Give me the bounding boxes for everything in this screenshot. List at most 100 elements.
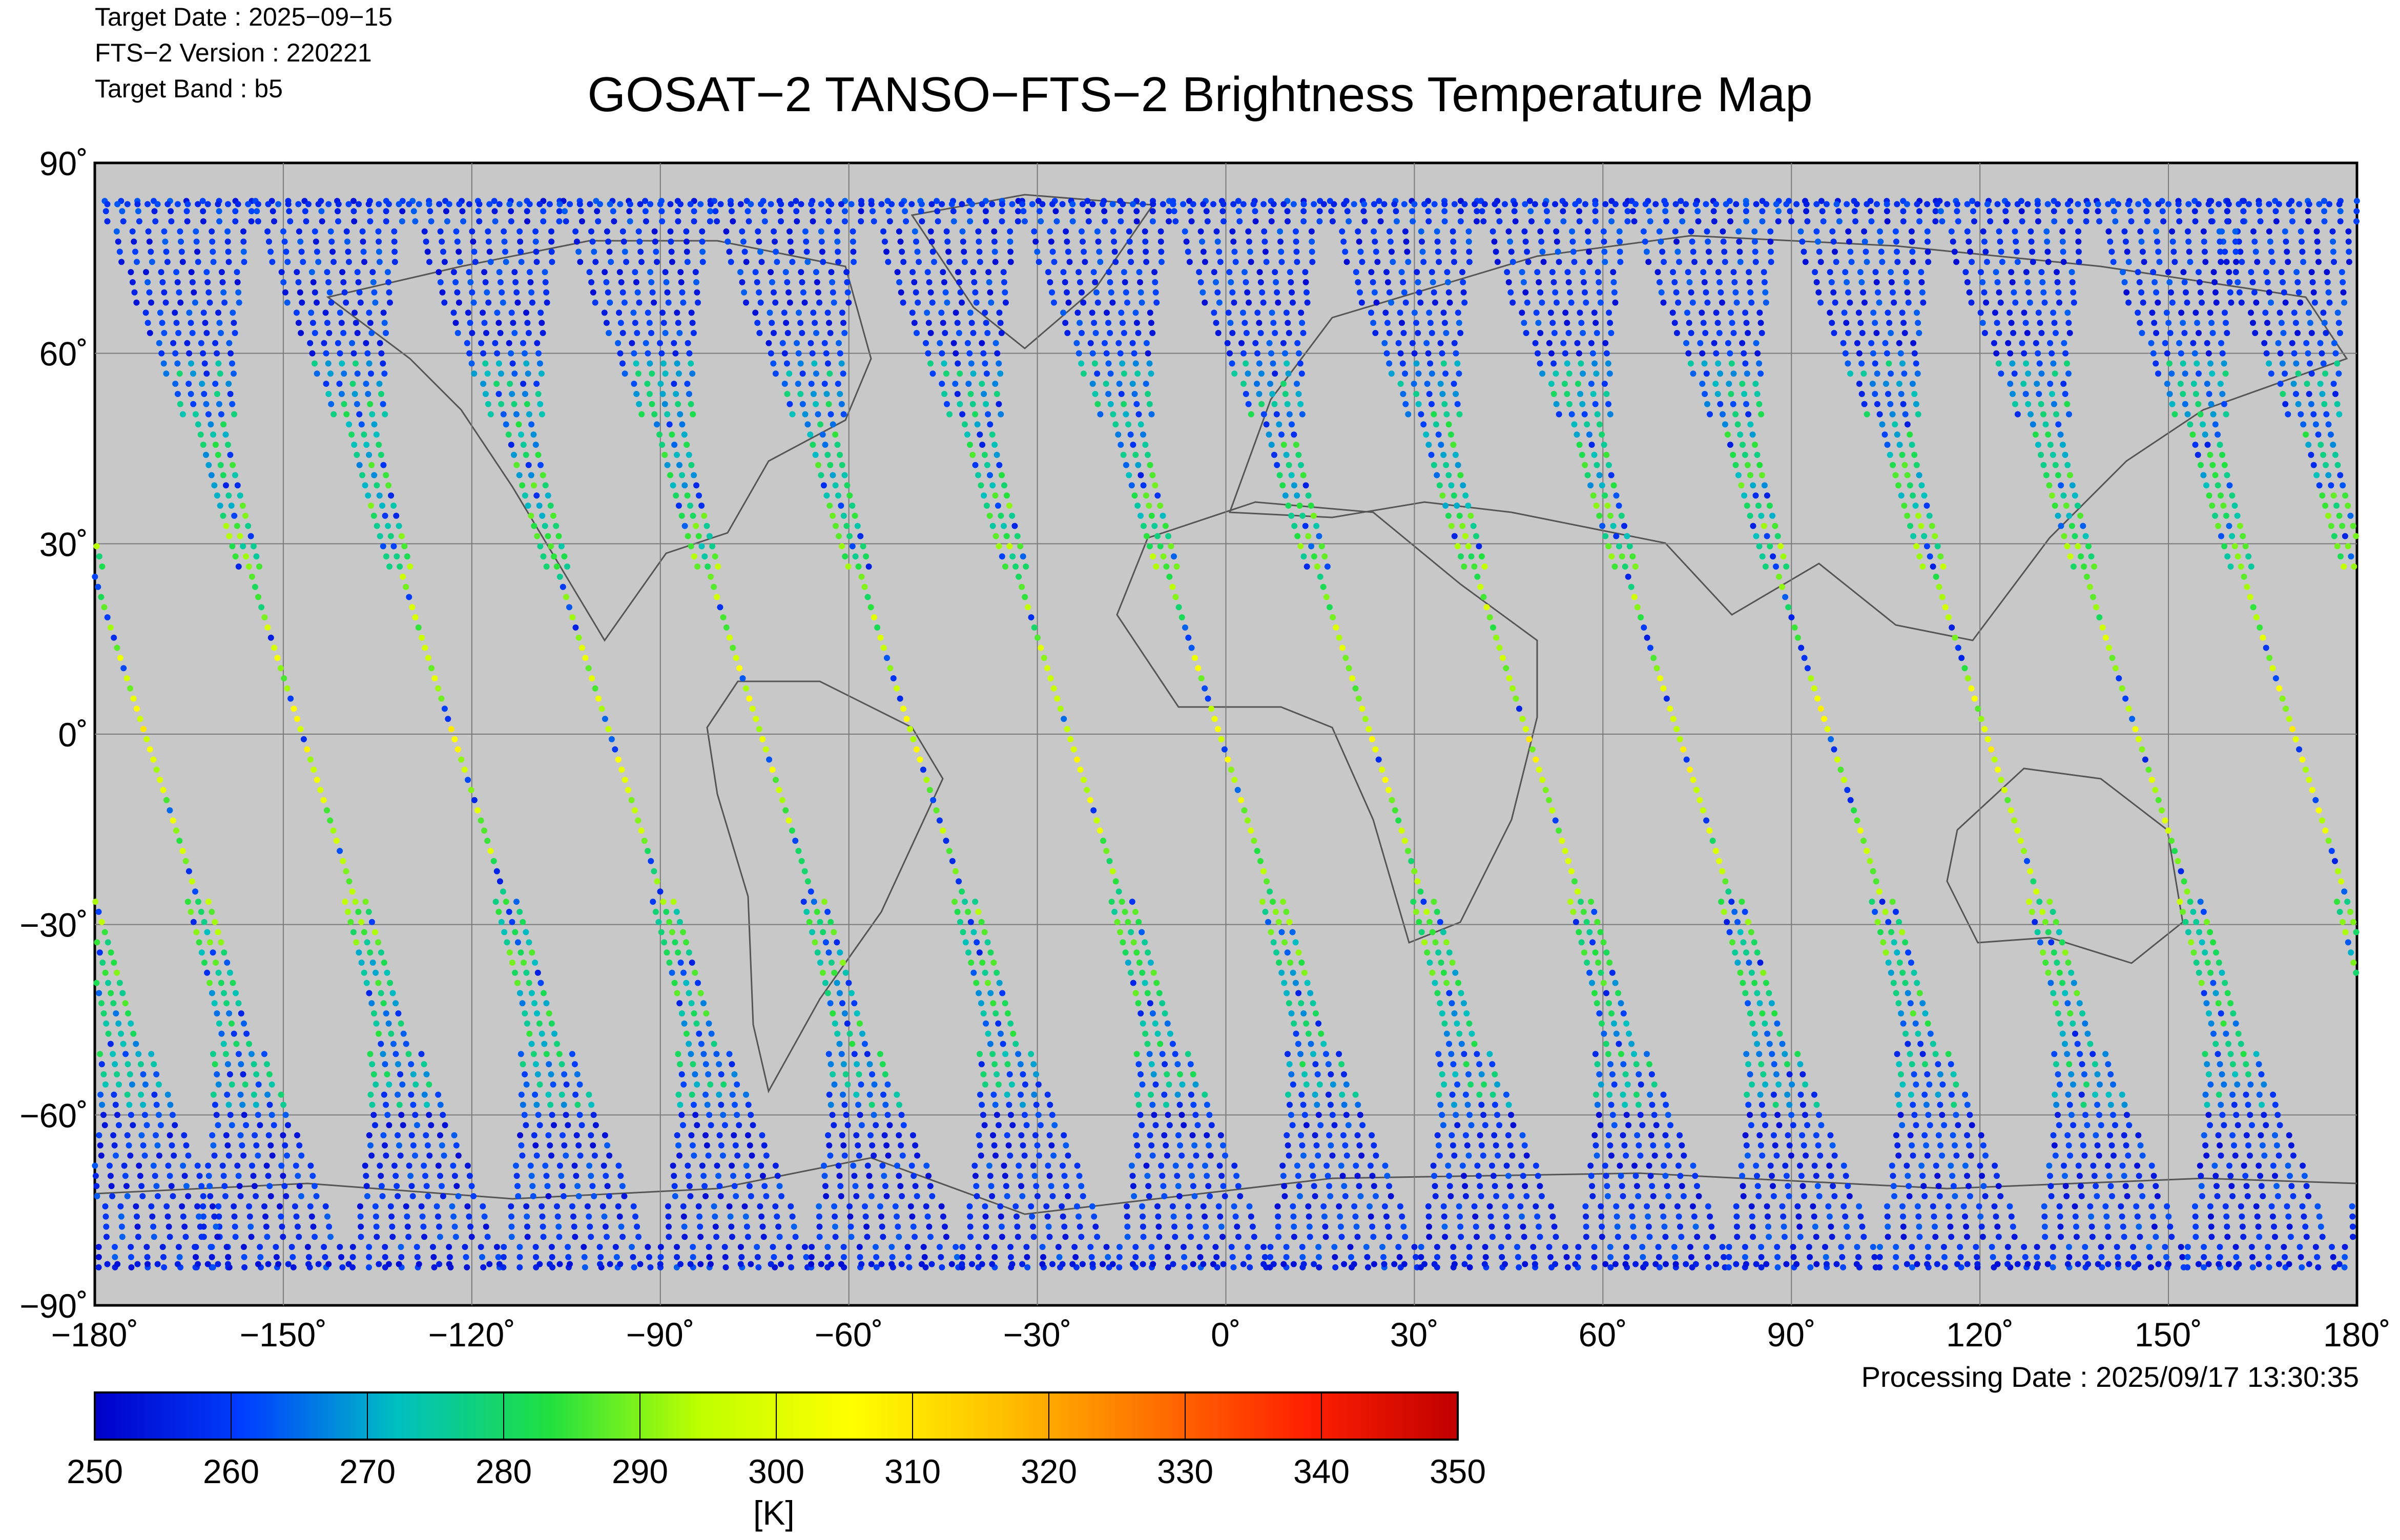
observation-point [1618, 512, 1625, 519]
observation-point [662, 370, 669, 377]
observation-point [218, 269, 225, 276]
observation-point [327, 817, 334, 824]
observation-point [355, 908, 362, 915]
observation-point [1661, 1162, 1667, 1169]
observation-point [405, 1234, 412, 1240]
observation-point [841, 218, 848, 224]
observation-point [466, 350, 473, 357]
observation-point [1325, 1061, 1332, 1068]
observation-point [158, 350, 165, 357]
observation-point [1272, 269, 1278, 276]
observation-point [460, 218, 467, 224]
observation-point [1182, 624, 1188, 631]
observation-point [1589, 980, 1596, 986]
observation-point [1811, 1162, 1818, 1169]
observation-point [1017, 543, 1024, 550]
observation-point [657, 888, 664, 895]
observation-point [743, 1162, 750, 1169]
observation-point [1122, 279, 1128, 285]
observation-point [1135, 462, 1142, 468]
observation-point [565, 1244, 571, 1250]
observation-point [967, 391, 974, 397]
observation-point [287, 695, 294, 702]
observation-point [1681, 1152, 1687, 1159]
observation-point [501, 228, 507, 235]
observation-point [1126, 228, 1132, 235]
observation-point [1785, 1183, 1791, 1190]
observation-point [1480, 1152, 1486, 1159]
observation-point [554, 1213, 561, 1220]
observation-point [1450, 1142, 1456, 1149]
observation-point [608, 736, 615, 742]
observation-point [999, 218, 1005, 224]
observation-point [1069, 218, 1076, 224]
observation-point [748, 1112, 754, 1118]
observation-point [1280, 340, 1287, 346]
observation-point [1355, 1101, 1361, 1108]
observation-point [1145, 949, 1151, 956]
observation-point [1431, 899, 1437, 905]
observation-point [1339, 1091, 1346, 1098]
observation-point [706, 533, 713, 539]
observation-point [1456, 1203, 1462, 1210]
observation-point [1227, 350, 1233, 357]
observation-point [1413, 360, 1420, 367]
observation-point [819, 431, 826, 438]
observation-point [1827, 1132, 1834, 1138]
observation-point [566, 604, 572, 611]
observation-point [686, 451, 692, 458]
observation-point [131, 238, 137, 245]
observation-point [1909, 1254, 1915, 1260]
observation-point [838, 360, 845, 367]
observation-point [1673, 726, 1680, 733]
observation-point [712, 1213, 718, 1220]
observation-point [369, 1061, 376, 1068]
observation-point [361, 259, 367, 265]
observation-point [2248, 269, 2254, 276]
observation-point [969, 451, 976, 458]
observation-point [216, 401, 222, 407]
observation-point [976, 238, 982, 245]
observation-point [1362, 716, 1369, 722]
observation-point [819, 248, 825, 255]
observation-point [1811, 1213, 1817, 1220]
observation-point [1573, 919, 1579, 925]
observation-point [265, 1132, 272, 1138]
observation-point [619, 330, 626, 336]
observation-point [1153, 299, 1160, 306]
observation-point [1156, 990, 1163, 996]
observation-point [225, 381, 232, 387]
observation-point [616, 309, 623, 316]
observation-point [1202, 1091, 1208, 1098]
observation-point [980, 350, 987, 357]
observation-point [1149, 208, 1156, 215]
observation-point [538, 370, 545, 377]
observation-point [503, 259, 509, 265]
observation-point [778, 1193, 784, 1199]
observation-point [686, 350, 693, 357]
observation-point [809, 350, 816, 357]
observation-point [717, 1193, 724, 1199]
observation-point [230, 462, 236, 468]
observation-point [671, 340, 677, 346]
observation-point [1807, 1264, 1814, 1271]
observation-point [248, 1234, 255, 1240]
observation-point [2325, 289, 2332, 296]
observation-point [1337, 1223, 1344, 1230]
observation-point [532, 1061, 539, 1068]
observation-point [539, 320, 545, 326]
observation-point [1207, 1152, 1214, 1159]
observation-point [1823, 1254, 1829, 1260]
observation-point [1767, 1162, 1774, 1169]
observation-point [358, 919, 365, 925]
observation-point [681, 523, 688, 529]
observation-point [835, 1162, 842, 1169]
observation-point [1418, 411, 1424, 418]
observation-point [293, 1162, 299, 1169]
observation-point [829, 279, 836, 285]
observation-point [683, 939, 689, 946]
observation-point [1137, 1071, 1144, 1077]
observation-point [1828, 1223, 1834, 1230]
observation-point [704, 1101, 711, 1108]
